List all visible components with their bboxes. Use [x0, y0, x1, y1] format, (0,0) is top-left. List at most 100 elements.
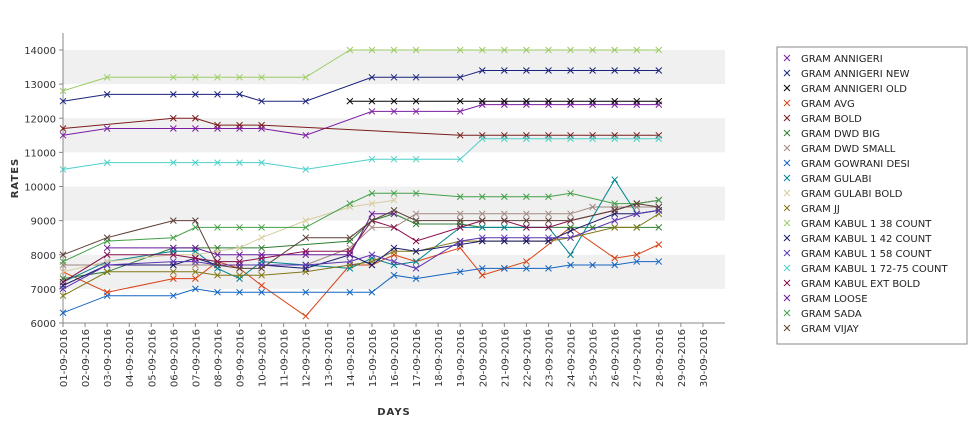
legend-marker [783, 99, 791, 107]
legend-marker [783, 279, 791, 287]
data-point [500, 193, 508, 201]
data-point [346, 46, 354, 54]
legend-marker [783, 249, 791, 257]
series-line-4 [62, 117, 659, 136]
data-point [302, 251, 310, 259]
legend-marker [783, 189, 791, 197]
y-tick-label: 11000 [24, 148, 56, 159]
data-point [103, 125, 111, 132]
data-point [214, 91, 221, 98]
legend-marker [783, 129, 791, 137]
legend-label: GRAM DWD SMALL [801, 144, 896, 155]
data-point [655, 224, 663, 231]
data-point [589, 67, 596, 74]
data-point [59, 278, 67, 286]
data-point [236, 258, 243, 265]
data-point [456, 73, 464, 81]
data-point [500, 224, 508, 231]
legend-label: GRAM KABUL 1 72-75 COUNT [801, 264, 949, 275]
series-line-6 [63, 206, 659, 266]
legend-label: GRAM SADA [801, 309, 862, 320]
data-point [59, 131, 67, 139]
data-point [169, 268, 177, 276]
data-point [368, 288, 376, 296]
y-tick-label: 8000 [31, 251, 56, 262]
data-point [103, 234, 111, 242]
data-point [390, 155, 398, 163]
data-point [523, 97, 530, 105]
data-point [192, 285, 199, 293]
legend-label: GRAM ANNIGERI [801, 54, 883, 65]
x-tick-label: 21-09-2016 [500, 329, 511, 387]
legend-marker [783, 69, 791, 77]
data-point [368, 108, 376, 115]
data-point [302, 261, 310, 269]
data-point [456, 217, 464, 224]
data-point [390, 97, 398, 105]
data-point [611, 176, 619, 184]
data-point [412, 97, 420, 105]
x-tick-label: 09-09-2016 [236, 329, 247, 387]
data-point [633, 258, 641, 265]
legend-label: GRAM JJ [801, 204, 840, 215]
data-point [655, 203, 663, 211]
data-point [236, 73, 243, 81]
legend-label: GRAM DWD BIG [801, 129, 880, 140]
data-point [500, 46, 508, 54]
legend-label: GRAM GULABI BOLD [801, 189, 903, 200]
data-point [346, 97, 354, 105]
legend-marker [783, 159, 791, 167]
data-point [611, 217, 619, 224]
data-point [59, 87, 67, 95]
x-tick-label: 15-09-2016 [368, 329, 379, 387]
data-point [192, 254, 199, 262]
x-axis-title: DAYS [377, 407, 411, 418]
data-point [456, 268, 464, 276]
legend-label: GRAM VIJAY [801, 324, 860, 335]
data-point [523, 224, 530, 231]
data-point [169, 251, 177, 259]
data-point [655, 258, 663, 265]
data-point [236, 91, 243, 98]
legend-label: GRAM KABUL 1 38 COUNT [801, 219, 932, 230]
data-point [412, 155, 420, 163]
data-point [302, 288, 310, 296]
data-point [302, 217, 310, 224]
legend-label: GRAM KABUL 1 42 COUNT [801, 234, 932, 245]
data-point [567, 135, 574, 143]
data-point [633, 135, 641, 143]
data-point [478, 135, 486, 143]
plot-band [63, 50, 725, 85]
data-point [236, 288, 243, 296]
data-point [567, 210, 574, 218]
x-tick-label: 08-09-2016 [213, 329, 224, 387]
legend-marker [783, 264, 791, 272]
legend-label: GRAM GOWRANI DESI [801, 159, 910, 170]
y-axis-title: RATES [10, 158, 21, 199]
x-tick-label: 12-09-2016 [302, 329, 313, 387]
series-line-7 [62, 261, 659, 314]
data-point [192, 114, 199, 122]
x-tick-label: 28-09-2016 [655, 329, 666, 387]
data-point [236, 224, 243, 231]
x-tick-label: 10-09-2016 [258, 329, 269, 387]
data-point [192, 91, 199, 98]
data-point [456, 46, 464, 54]
data-point [346, 288, 354, 296]
data-point [611, 135, 619, 143]
data-point [633, 97, 641, 105]
data-point [611, 67, 619, 74]
data-point [390, 271, 398, 279]
x-tick-label: 29-09-2016 [677, 329, 688, 387]
data-point [545, 67, 552, 74]
data-point [655, 241, 663, 248]
data-point [412, 247, 420, 255]
data-point [258, 265, 265, 272]
data-point [192, 159, 199, 166]
legend-label: GRAM ANNIGERI OLD [801, 84, 907, 95]
data-point [258, 73, 265, 81]
data-point [302, 97, 310, 105]
data-point [390, 189, 398, 197]
data-point [302, 73, 310, 81]
data-point [346, 251, 354, 259]
